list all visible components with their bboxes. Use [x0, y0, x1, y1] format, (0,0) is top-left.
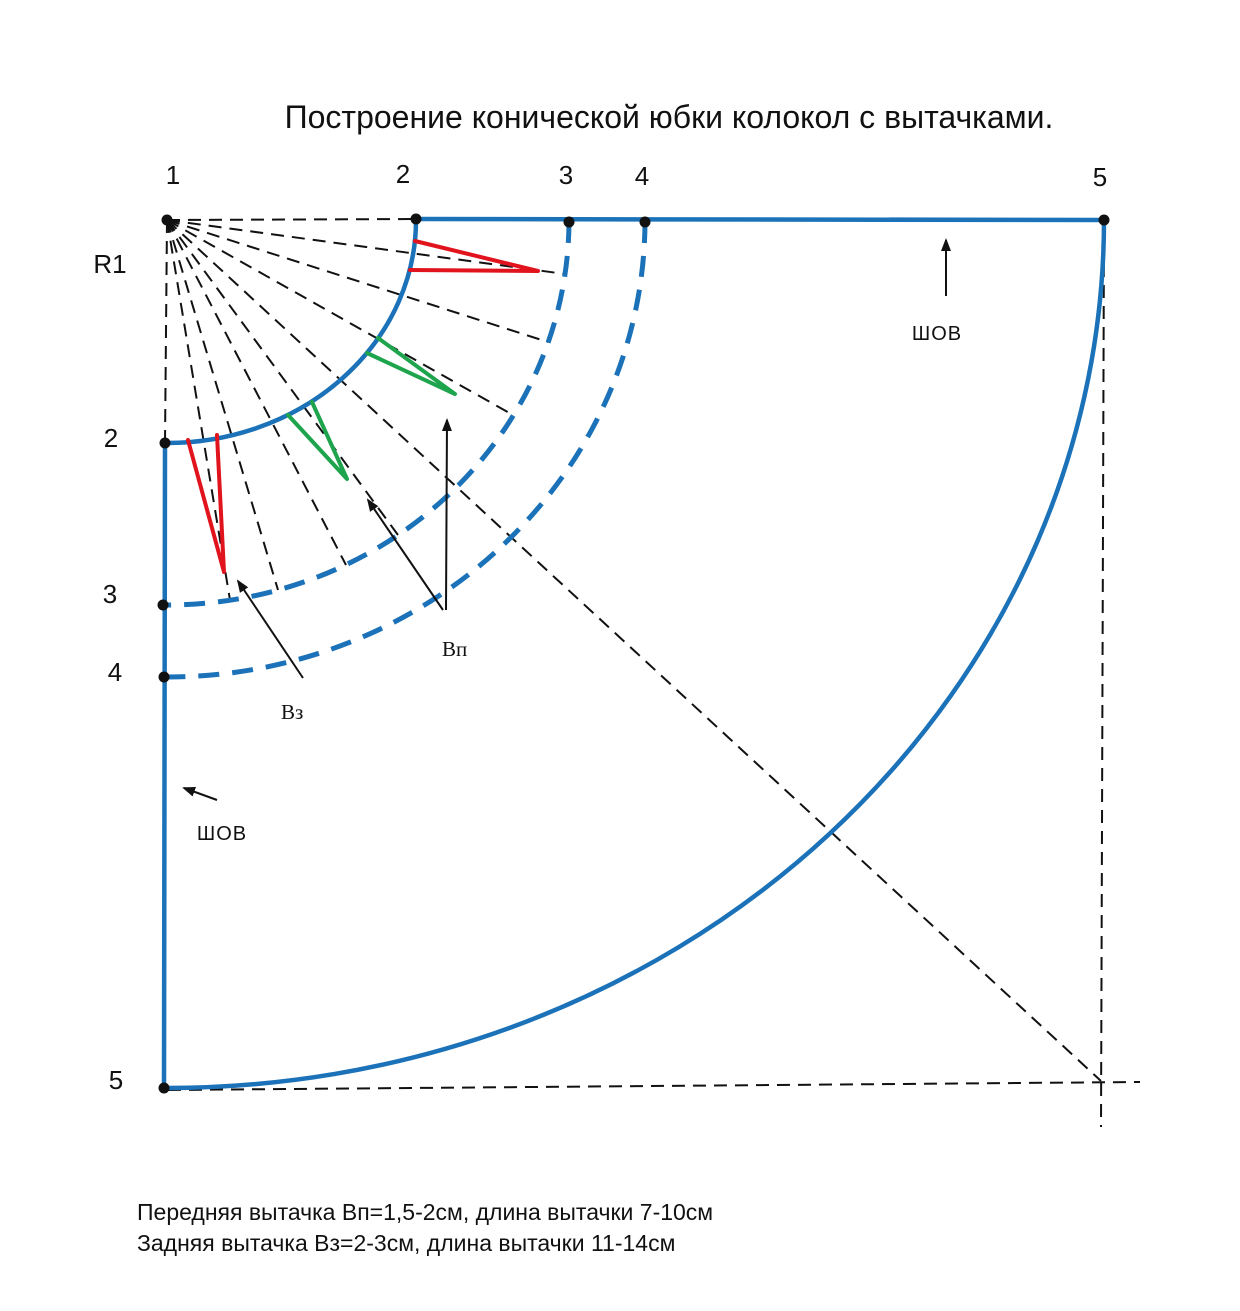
top-point-label-3: 3: [559, 160, 573, 190]
left-point-label-4: 4: [108, 657, 122, 687]
right-guide-line: [1100, 221, 1105, 1128]
construction-point-2-left: [159, 437, 171, 449]
radial-guide-line: [166, 219, 399, 536]
radial-guide-line: [166, 219, 566, 275]
top-point-label-1: 1: [166, 160, 180, 190]
radial-guide-line: [166, 219, 231, 601]
construction-point-3-left: [157, 599, 169, 611]
front-dart-arrow-diagonal: [366, 498, 444, 611]
front-dart-label: Вп: [442, 637, 467, 661]
back-dart-arrow: [236, 579, 304, 679]
hem-arc: [161, 217, 1107, 1091]
front-dart-arrow-vertical: [441, 418, 452, 611]
top-guide-1-2: [166, 218, 417, 221]
top-point-label-2: 2: [396, 159, 410, 189]
hip-arc-dashed: [162, 221, 572, 608]
seam-left-label: ШОВ: [197, 823, 247, 845]
radial-guide-line: [166, 219, 279, 591]
left-seam-edge: [161, 440, 168, 1091]
left-point-label-5: 5: [109, 1065, 123, 1095]
note-back-dart: Задняя вытачка Вз=2-3см, длина вытачки 1…: [137, 1230, 675, 1256]
top-point-label-4: 4: [635, 161, 649, 191]
note-front-dart: Передняя вытачка Вп=1,5-2см, длина вытач…: [137, 1199, 713, 1225]
construction-point-5-top: [1098, 214, 1110, 226]
seam-left-arrow: [182, 787, 218, 801]
back-dart-left: [186, 433, 226, 574]
back-dart-top: [408, 239, 540, 273]
back-dart-label: Вз: [281, 700, 303, 724]
construction-point-2-top: [410, 213, 422, 225]
top-edge-2-5: [413, 216, 1107, 223]
left-point-label-r1: R1: [93, 249, 126, 279]
construction-point-4-left: [158, 671, 170, 683]
radial-guide-line: [166, 219, 514, 416]
left-point-label-2: 2: [104, 423, 118, 453]
bottom-guide-line: [167, 1081, 1141, 1091]
seam-top-label: ШОВ: [912, 323, 962, 345]
radial-guide-line: [166, 219, 347, 566]
front-dart-lower: [286, 400, 349, 481]
construction-point-1: [161, 214, 173, 226]
second-hip-arc-dashed: [163, 221, 648, 680]
left-guide-1-2: [164, 219, 168, 444]
construction-point-3-top: [563, 216, 575, 228]
diagonal-guide-line: [166, 219, 1102, 1082]
radial-guide-line: [166, 219, 549, 343]
left-point-label-3: 3: [103, 579, 117, 609]
diagram-title: Построение конической юбки колокол с выт…: [285, 99, 1054, 135]
front-dart-upper: [365, 336, 457, 396]
construction-point-4-top: [639, 216, 651, 228]
construction-point-5-left: [158, 1082, 170, 1094]
top-point-label-5: 5: [1093, 162, 1107, 192]
